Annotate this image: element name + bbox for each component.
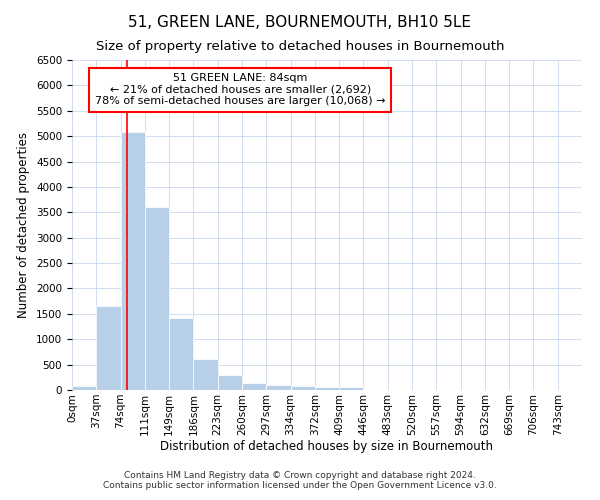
Bar [290,386,315,390]
Text: 51, GREEN LANE, BOURNEMOUTH, BH10 5LE: 51, GREEN LANE, BOURNEMOUTH, BH10 5LE [128,15,472,30]
Bar [193,358,218,390]
Bar [72,386,96,390]
X-axis label: Distribution of detached houses by size in Bournemouth: Distribution of detached houses by size … [161,440,493,454]
Bar [218,376,242,390]
Text: Size of property relative to detached houses in Bournemouth: Size of property relative to detached ho… [96,40,504,53]
Y-axis label: Number of detached properties: Number of detached properties [17,132,31,318]
Bar [266,385,290,390]
Bar [339,387,364,390]
Bar [242,383,266,390]
Bar [315,388,339,390]
Bar [121,132,145,390]
Text: 51 GREEN LANE: 84sqm  
← 21% of detached houses are smaller (2,692)
78% of semi-: 51 GREEN LANE: 84sqm ← 21% of detached h… [95,73,386,106]
Bar [145,207,169,390]
Bar [96,306,121,390]
Bar [169,318,193,390]
Text: Contains HM Land Registry data © Crown copyright and database right 2024.
Contai: Contains HM Land Registry data © Crown c… [103,470,497,490]
